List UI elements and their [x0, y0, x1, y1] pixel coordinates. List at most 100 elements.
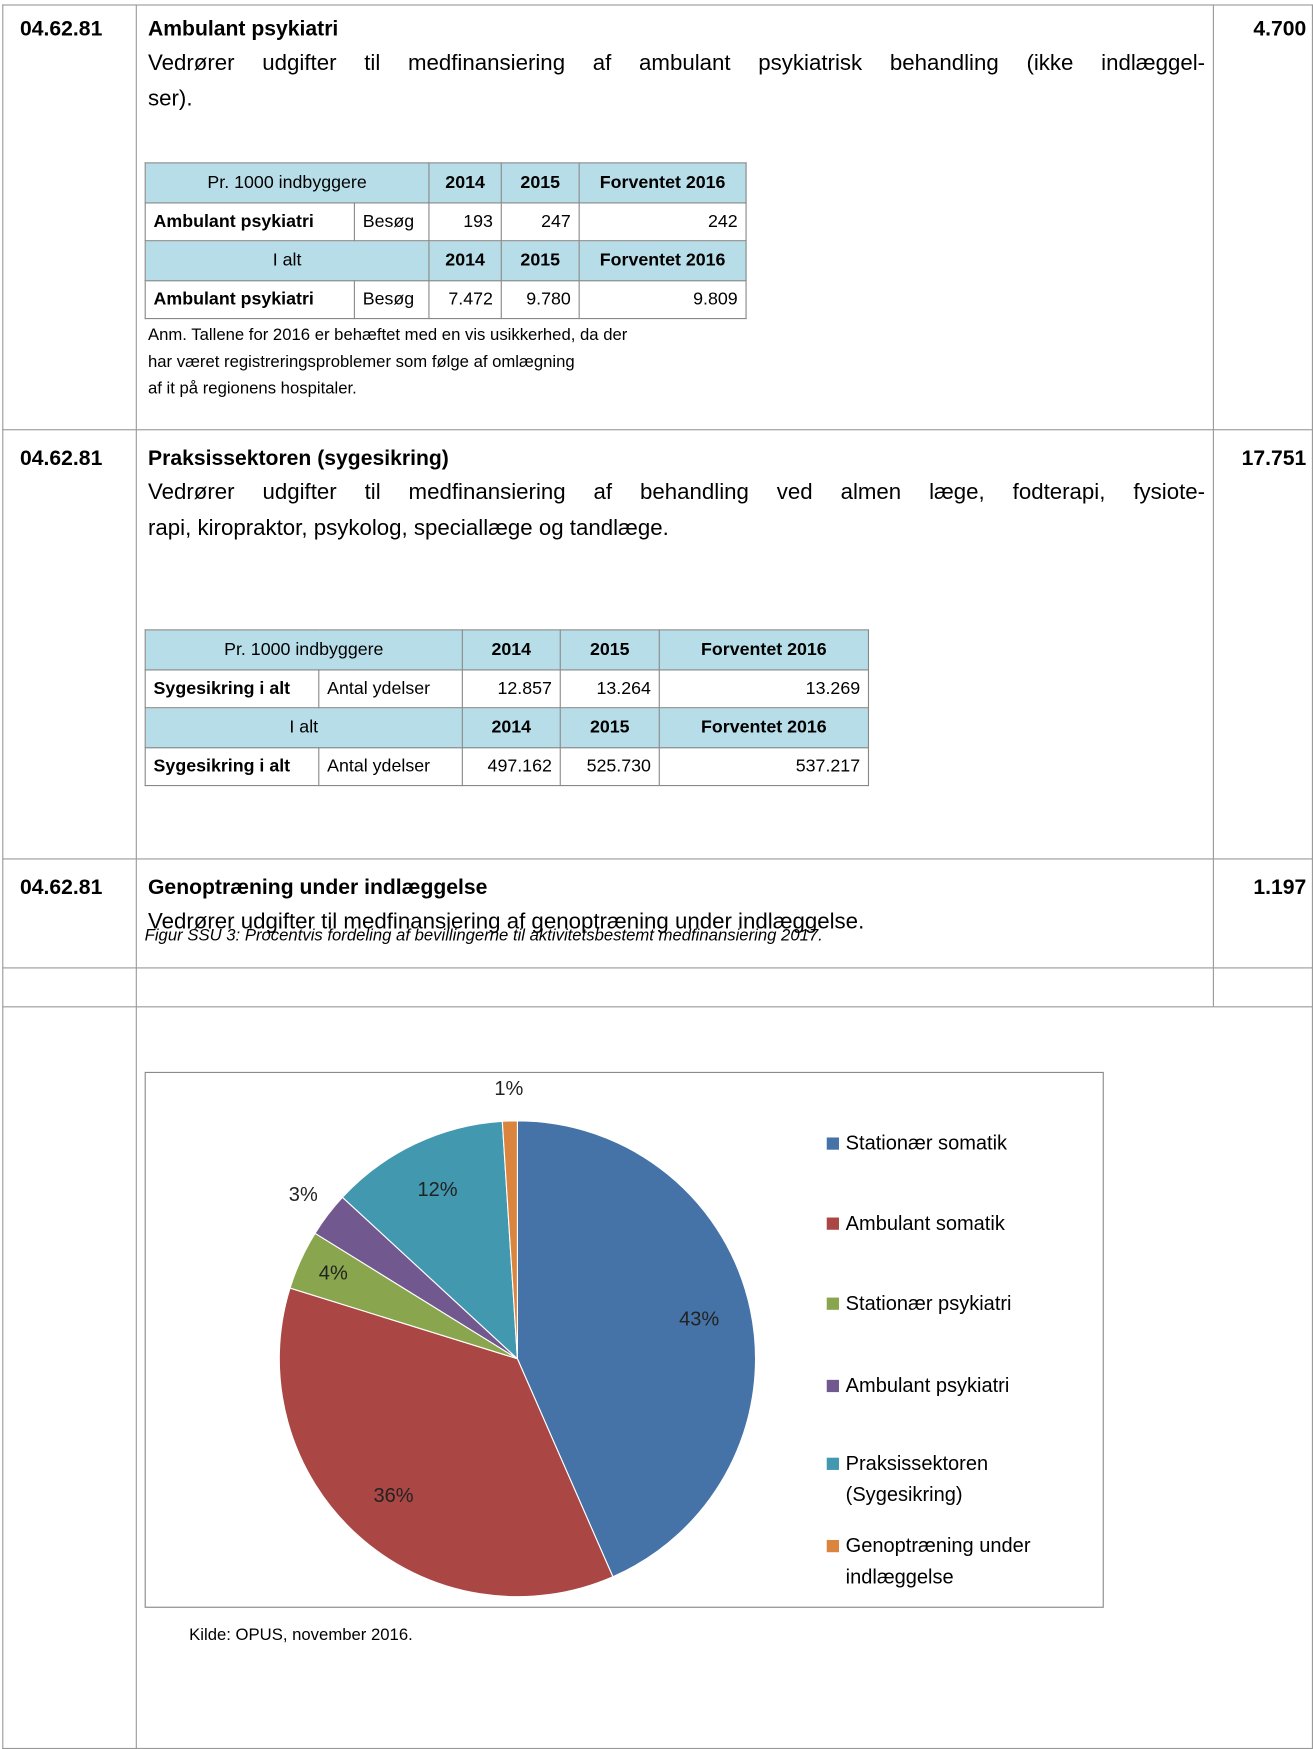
table-cell: 2014 — [428, 240, 502, 282]
table-cell: 2015 — [500, 240, 580, 282]
percent-sign: % — [330, 1263, 348, 1285]
pie-slice — [501, 1120, 518, 1359]
v-rule — [1212, 4, 1214, 1007]
h-rule — [2, 1006, 1313, 1008]
percent-sign: % — [300, 1184, 318, 1206]
note-line: Anm. Tallene for 2016 er behæftet med en… — [147, 325, 628, 345]
table-row: Pr. 1000 indbyggere 2014 2015 Forventet 201… — [144, 629, 870, 671]
percent-sign: % — [506, 1078, 524, 1100]
pie-slice — [341, 1120, 519, 1361]
legend-item: Ambulant somatik — [826, 1208, 1072, 1239]
table-cell: Antal ydelser — [318, 747, 463, 787]
legend-label: Praksissektoren (Sygesikring) — [845, 1452, 989, 1506]
row-title: Genoptræning under indlæggelse — [147, 876, 488, 900]
row-title: Ambulant psykiatri — [147, 17, 339, 42]
table-cell: 12.857 — [461, 669, 561, 709]
row-amount: 1.197 — [1253, 876, 1307, 900]
table-cell: 497.162 — [461, 747, 561, 787]
table-row: Ambulant psykiatri Besøg 193 247 242 — [144, 202, 747, 242]
percent-sign: % — [701, 1309, 719, 1331]
legend-item: Praksissektoren (Sygesikring) — [826, 1448, 1072, 1510]
legend-swatch — [826, 1539, 839, 1553]
pie-slice — [516, 1120, 757, 1578]
note-line: har været registreringsproblemer som føl… — [147, 352, 575, 372]
slice-value: 1 — [494, 1078, 505, 1100]
table-cell: 2015 — [559, 707, 660, 749]
v-rule — [1311, 4, 1313, 1749]
table-row: Sygesikring i alt Antal ydelser 12.857 13.2… — [144, 669, 870, 709]
v-rule — [135, 4, 137, 1749]
table-cell: Forventet 2016 — [658, 707, 870, 749]
table-cell: I alt — [144, 240, 430, 282]
slice-value: 12 — [418, 1179, 440, 1201]
text-line: Vedrører udgifter til medfinansiering af… — [147, 480, 1206, 505]
percent-sign: % — [440, 1179, 458, 1201]
h-rule — [2, 967, 1313, 969]
slice-value: 36 — [374, 1485, 396, 1507]
table-cell: 9.809 — [578, 280, 747, 320]
table-cell: Sygesikring i alt — [144, 747, 320, 787]
table-cell: 2015 — [559, 629, 660, 671]
legend-swatch — [826, 1217, 839, 1230]
percent-sign: % — [396, 1485, 414, 1507]
row-amount: 17.751 — [1241, 446, 1307, 471]
table-cell: Ambulant psykiatri — [144, 280, 355, 320]
chart-source: Kilde: OPUS, november 2016. — [189, 1625, 413, 1645]
slice-label: 4% — [319, 1263, 348, 1285]
legend-label: Stationær somatik — [845, 1131, 1008, 1155]
slice-value: 3 — [289, 1184, 300, 1206]
table-cell: 7.472 — [428, 280, 502, 320]
table-cell: Antal ydelser — [318, 669, 463, 709]
table-cell: 247 — [500, 202, 580, 242]
table-row: Pr. 1000 indbyggere 2014 2015 Forventet 201… — [144, 162, 747, 204]
table-cell: 2015 — [500, 162, 580, 204]
table-cell: 13.264 — [559, 669, 660, 709]
table-cell: Sygesikring i alt — [144, 669, 320, 709]
slice-label: 43% — [679, 1309, 719, 1331]
table-cell: Forventet 2016 — [578, 162, 747, 204]
row-code: 04.62.81 — [20, 446, 103, 471]
table-row: I alt 2014 2015 Forventet 2016 — [144, 707, 870, 749]
legend-item: Ambulant psykiatri — [826, 1370, 1072, 1401]
note-line: af it på regionens hospitaler. — [147, 379, 357, 399]
table-cell: Pr. 1000 indbyggere — [144, 629, 463, 671]
row-description: Vedrører udgifter til medfinansiering af… — [148, 475, 1205, 546]
slice-value: 4 — [319, 1263, 330, 1285]
legend-swatch — [826, 1137, 839, 1150]
slice-value: 43 — [679, 1309, 701, 1331]
table-cell: 537.217 — [658, 747, 870, 787]
legend-label: Genoptræning under indlæggelse — [845, 1534, 1031, 1588]
table-cell: Ambulant psykiatri — [144, 202, 355, 242]
h-rule — [2, 858, 1313, 860]
row-description: Vedrører udgifter til medfinansiering af… — [148, 46, 1205, 117]
table-note: Anm. Tallene for 2016 er behæftet med en… — [148, 322, 627, 402]
table-cell: 13.269 — [658, 669, 870, 709]
table-row: Ambulant psykiatri Besøg 7.472 9.780 9.809 — [144, 280, 747, 320]
chart-frame — [144, 1071, 1104, 1608]
figure-caption: Figur SSU 3: Procentvis fordeling af bev… — [144, 926, 823, 946]
text-line: ser). — [147, 86, 193, 112]
legend-item: Genoptræning under indlæggelse — [826, 1530, 1072, 1592]
table-cell: 2014 — [461, 629, 561, 671]
pie-slice — [278, 1287, 614, 1598]
row-description: Vedrører udgifter til medfinansiering af… — [148, 904, 1205, 940]
table-row: I alt 2014 2015 Forventet 2016 — [144, 240, 747, 282]
v-rule — [2, 4, 4, 1749]
table-cell: 525.730 — [559, 747, 660, 787]
h-rule — [2, 1747, 1313, 1749]
slice-label: 3% — [289, 1184, 318, 1206]
table-cell: Pr. 1000 indbyggere — [144, 162, 430, 204]
legend-label: Ambulant somatik — [845, 1211, 1005, 1235]
table-cell: I alt — [144, 707, 463, 749]
row-code: 04.62.81 — [20, 876, 103, 900]
table-cell: 9.780 — [500, 280, 580, 320]
table-cell: 242 — [578, 202, 747, 242]
legend-label: Ambulant psykiatri — [845, 1374, 1010, 1397]
slice-label: 36% — [374, 1485, 414, 1507]
slice-label: 12% — [418, 1179, 458, 1201]
legend-label: Stationær psykiatri — [845, 1292, 1012, 1315]
row-code: 04.62.81 — [20, 17, 103, 42]
row-title: Praksissektoren (sygesikring) — [147, 446, 449, 471]
legend-swatch — [826, 1297, 839, 1310]
